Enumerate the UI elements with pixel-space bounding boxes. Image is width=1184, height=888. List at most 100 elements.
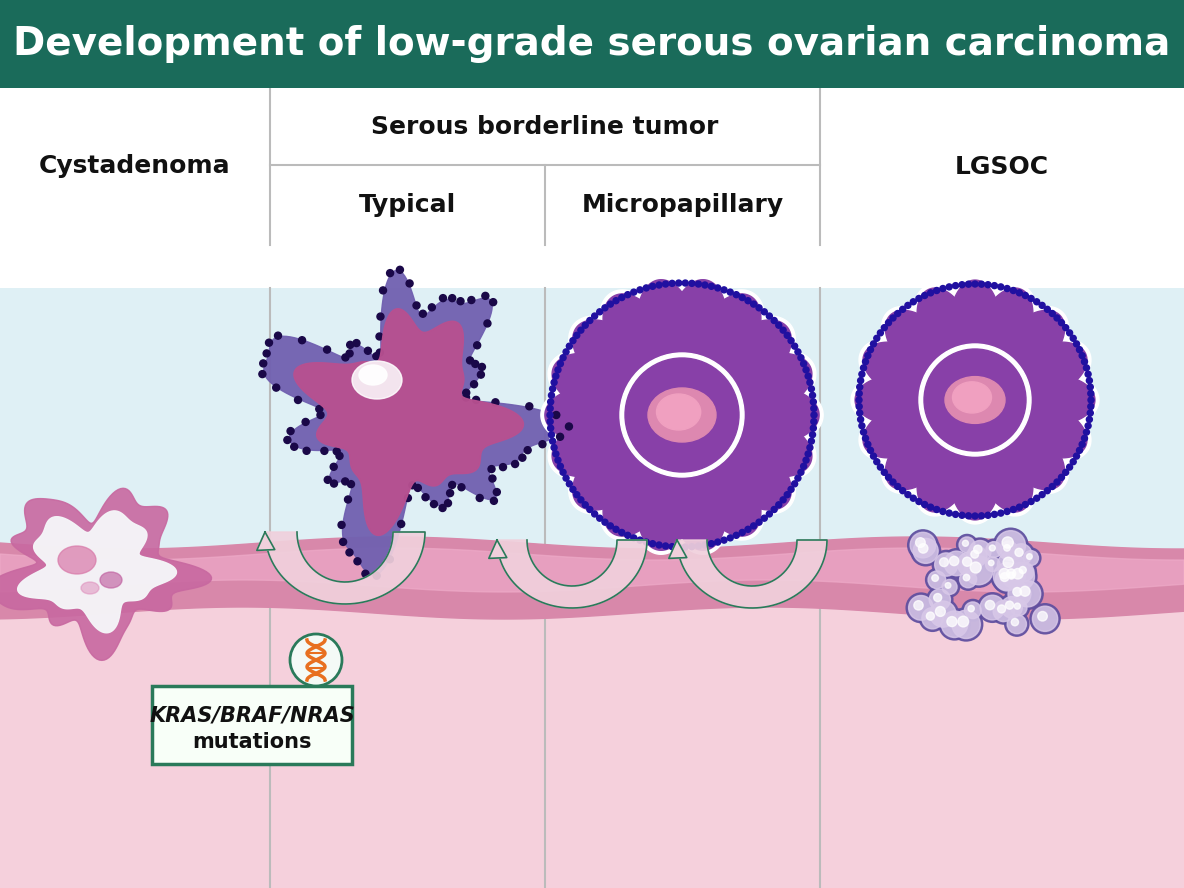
Circle shape	[303, 448, 310, 455]
Text: Cystadenoma: Cystadenoma	[39, 155, 231, 178]
Circle shape	[1022, 502, 1029, 508]
Circle shape	[877, 464, 883, 470]
Circle shape	[969, 606, 974, 612]
Circle shape	[1032, 607, 1057, 631]
Ellipse shape	[656, 394, 701, 430]
Circle shape	[908, 596, 933, 620]
Circle shape	[444, 500, 451, 507]
Polygon shape	[603, 450, 671, 536]
Circle shape	[601, 519, 607, 525]
Circle shape	[958, 552, 982, 576]
Polygon shape	[721, 415, 812, 477]
Circle shape	[1034, 298, 1040, 305]
Circle shape	[947, 616, 957, 627]
Circle shape	[858, 371, 864, 377]
Circle shape	[922, 607, 944, 629]
Circle shape	[405, 495, 411, 502]
Circle shape	[864, 441, 870, 448]
Circle shape	[587, 506, 593, 512]
Circle shape	[340, 538, 347, 545]
Circle shape	[934, 553, 958, 576]
Circle shape	[449, 481, 456, 488]
Circle shape	[613, 527, 619, 532]
Circle shape	[810, 399, 816, 405]
Polygon shape	[552, 415, 643, 477]
Circle shape	[886, 474, 892, 480]
Polygon shape	[1005, 338, 1090, 401]
Polygon shape	[0, 537, 1184, 619]
Circle shape	[566, 480, 572, 487]
Circle shape	[900, 306, 906, 313]
Circle shape	[597, 515, 603, 521]
Circle shape	[556, 433, 564, 440]
Circle shape	[1028, 498, 1034, 504]
Polygon shape	[951, 438, 999, 519]
Circle shape	[957, 568, 979, 591]
Circle shape	[757, 305, 762, 311]
Circle shape	[463, 394, 470, 401]
Circle shape	[1015, 603, 1021, 609]
Circle shape	[1000, 573, 1009, 582]
Circle shape	[1070, 459, 1076, 464]
Circle shape	[377, 313, 384, 320]
Circle shape	[927, 504, 934, 511]
Circle shape	[969, 541, 991, 562]
Circle shape	[959, 281, 965, 288]
Circle shape	[874, 336, 880, 341]
Circle shape	[1000, 597, 1022, 618]
Polygon shape	[721, 353, 812, 416]
Circle shape	[1076, 448, 1082, 454]
Circle shape	[637, 287, 643, 293]
Circle shape	[625, 291, 631, 297]
Circle shape	[928, 571, 946, 589]
Polygon shape	[689, 290, 765, 385]
Circle shape	[940, 509, 946, 514]
Circle shape	[458, 484, 465, 491]
Circle shape	[669, 281, 675, 286]
Circle shape	[295, 396, 302, 403]
Circle shape	[1012, 588, 1022, 596]
Polygon shape	[710, 320, 791, 394]
Circle shape	[996, 531, 1025, 560]
Circle shape	[330, 480, 337, 488]
Circle shape	[955, 550, 984, 579]
Circle shape	[986, 542, 1002, 558]
Circle shape	[926, 612, 934, 620]
Circle shape	[927, 599, 959, 630]
Circle shape	[650, 541, 656, 547]
Polygon shape	[946, 276, 1004, 366]
Text: KRAS/BRAF/NRAS: KRAS/BRAF/NRAS	[149, 706, 355, 725]
Circle shape	[856, 397, 862, 403]
Circle shape	[776, 322, 781, 329]
Circle shape	[1088, 391, 1094, 397]
Circle shape	[500, 464, 507, 471]
Circle shape	[548, 392, 554, 399]
Circle shape	[1054, 479, 1060, 485]
Circle shape	[927, 587, 953, 613]
Circle shape	[1034, 496, 1040, 501]
Circle shape	[377, 349, 384, 356]
Circle shape	[414, 485, 422, 491]
Circle shape	[1003, 557, 1014, 567]
Circle shape	[761, 309, 767, 315]
Circle shape	[966, 538, 993, 565]
Circle shape	[625, 358, 739, 472]
Circle shape	[592, 313, 598, 319]
Circle shape	[766, 313, 772, 319]
Circle shape	[457, 297, 464, 305]
Polygon shape	[669, 280, 727, 373]
Circle shape	[789, 487, 794, 492]
Circle shape	[965, 602, 982, 619]
Circle shape	[342, 478, 349, 485]
Circle shape	[463, 389, 470, 396]
Circle shape	[784, 332, 790, 338]
Polygon shape	[721, 383, 823, 448]
Circle shape	[1070, 336, 1076, 341]
Circle shape	[406, 280, 413, 287]
Circle shape	[1022, 292, 1029, 298]
Circle shape	[996, 568, 1018, 591]
Circle shape	[449, 295, 456, 302]
Circle shape	[1044, 488, 1050, 494]
Circle shape	[1076, 346, 1082, 353]
Circle shape	[993, 563, 1021, 590]
